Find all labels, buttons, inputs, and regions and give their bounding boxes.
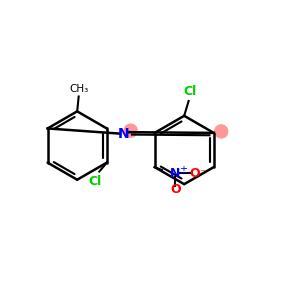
Circle shape [124,124,137,137]
Text: CH₃: CH₃ [69,83,88,94]
Text: O: O [189,167,200,179]
Text: ±: ± [179,165,187,175]
Text: O: O [170,183,181,196]
Text: N: N [117,127,129,141]
Circle shape [215,125,228,138]
Text: N: N [170,167,181,179]
Text: Cl: Cl [88,175,101,188]
Text: ⁻: ⁻ [199,168,205,178]
Text: Cl: Cl [184,85,197,98]
